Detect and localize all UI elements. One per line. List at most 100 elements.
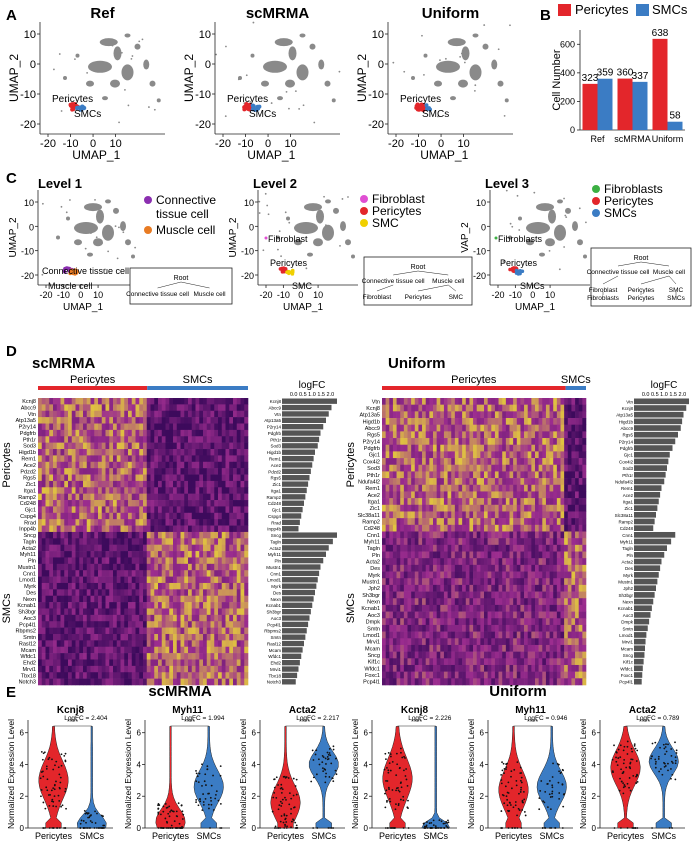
heatmap-cell (56, 608, 61, 616)
heatmap-cell (158, 557, 163, 565)
panel-letter-b: B (540, 7, 551, 24)
heatmap-cell (124, 627, 129, 635)
heatmap-cell (433, 591, 437, 599)
heatmap-cell (233, 563, 238, 571)
heatmap-cell (491, 504, 496, 512)
heatmap-cell (101, 678, 106, 686)
heatmap-cell (545, 478, 550, 486)
heatmap-cell (451, 458, 456, 466)
heatmap-cell (188, 544, 193, 552)
heatmap-cell (484, 404, 488, 412)
heatmap-cell (214, 646, 219, 654)
heatmap-cell (135, 519, 140, 526)
heatmap-cell (83, 449, 88, 456)
heatmap-cell (440, 598, 445, 606)
heatmap-cell (440, 531, 445, 539)
heatmap-cell (131, 487, 136, 494)
heatmap-cell (465, 478, 470, 486)
heatmap-cell (491, 398, 496, 405)
umap-cell (267, 213, 270, 216)
heatmap-cell (487, 431, 492, 439)
heatmap-cell (45, 595, 50, 603)
heatmap-cell (71, 672, 76, 679)
heatmap-cell (49, 500, 54, 507)
heatmap-cell (94, 665, 99, 673)
heatmap-cell (64, 627, 69, 635)
heatmap-cell (105, 493, 110, 501)
heatmap-cell (135, 500, 140, 507)
heatmap-cell (128, 544, 133, 552)
panel-letter-e: E (6, 684, 16, 701)
heatmap-cell (229, 525, 234, 533)
heatmap-cell (116, 563, 121, 571)
heatmap-cell (71, 417, 76, 424)
heatmap-cell (165, 551, 170, 558)
heatmap-cell (143, 576, 148, 584)
heatmap-cell (542, 431, 547, 439)
heatmap-cell (184, 512, 189, 520)
heatmap-cell (469, 418, 474, 425)
heatmap-cell (41, 608, 46, 616)
heatmap-cell (83, 480, 88, 488)
heatmap-cell (443, 578, 448, 586)
heatmap-cell (64, 474, 69, 482)
heatmap-cell (79, 678, 84, 686)
heatmap-cell (146, 417, 151, 424)
heatmap-cell (150, 500, 155, 507)
heatmap-cell (161, 678, 166, 686)
heatmap-cell (560, 458, 565, 466)
heatmap-cell (105, 506, 110, 514)
heatmap-cell (199, 449, 204, 456)
heatmap-cell (214, 449, 219, 456)
heatmap-cell (206, 436, 211, 443)
heatmap-cell (71, 563, 76, 571)
heatmap-cell (440, 558, 445, 566)
heatmap-cell (229, 576, 234, 584)
heatmap-cell (233, 487, 238, 494)
heatmap-cell (454, 418, 459, 425)
umap-cluster (572, 221, 578, 232)
heatmap-cell (382, 451, 386, 459)
heatmap-cell (173, 455, 178, 463)
heatmap-cell (440, 591, 445, 599)
heatmap-cell (113, 474, 118, 482)
heatmap-cell (41, 659, 46, 667)
umap-cluster (143, 59, 150, 70)
heatmap-cell (494, 578, 499, 586)
heatmap-cell (494, 544, 499, 552)
heatmap-cell (60, 442, 65, 450)
heatmap-cell (68, 665, 73, 673)
heatmap-cell (101, 665, 106, 673)
umap-cluster (286, 216, 290, 221)
heatmap-cell (214, 608, 219, 616)
heatmap-cell (403, 598, 408, 606)
heatmap-cell (411, 438, 416, 446)
heatmap-cell (498, 538, 503, 546)
heatmap-cell (425, 478, 430, 486)
heatmap-cell (203, 608, 208, 616)
heatmap-cell (169, 563, 174, 571)
heatmap-cell (407, 418, 412, 425)
heatmap-cell (425, 511, 430, 519)
heatmap-cell (582, 564, 587, 572)
heatmap-cell (203, 500, 208, 507)
hierarchy-tree-box (590, 247, 692, 307)
heatmap-cell (458, 511, 463, 519)
heatmap-cell (45, 602, 50, 609)
heatmap-cell (403, 584, 408, 592)
heatmap-cell (41, 455, 46, 463)
heatmap-cell (75, 576, 80, 584)
logfc-bar (282, 506, 303, 513)
heatmap-cell (414, 451, 419, 459)
heatmap-cell (454, 571, 459, 579)
heatmap-cell (143, 608, 148, 616)
heatmap-cell (538, 544, 543, 552)
heatmap-cell (68, 480, 73, 488)
heatmap-cell (139, 461, 144, 469)
heatmap-cell (382, 584, 386, 592)
heatmap-cell (165, 493, 170, 501)
heatmap-cell (494, 491, 499, 499)
heatmap-cell (436, 538, 441, 546)
heatmap-cell (542, 591, 547, 599)
heatmap-cell (210, 627, 215, 635)
